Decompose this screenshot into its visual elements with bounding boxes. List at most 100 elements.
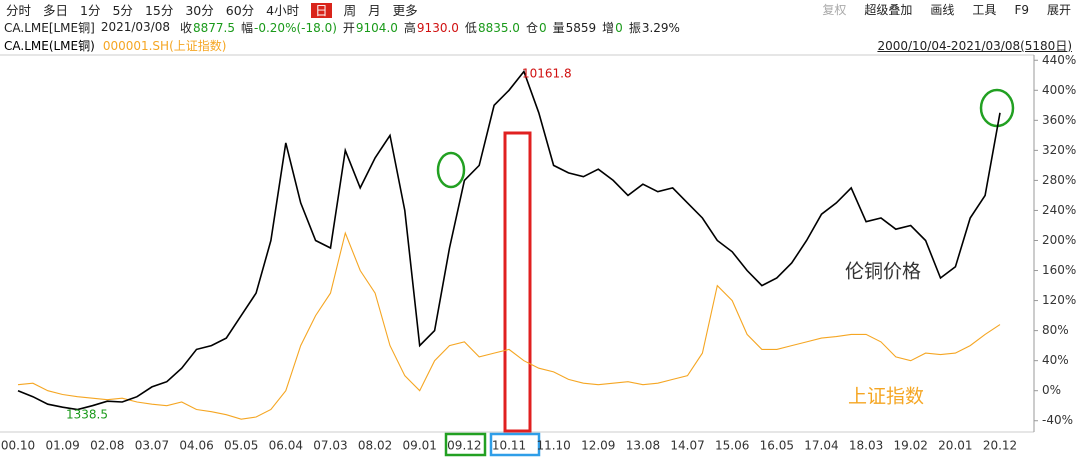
date-range: 2000/10/04-2021/03/08(5180日) [877, 38, 1072, 53]
highlight-circle [979, 88, 1015, 128]
quote-item: 振3.29% [629, 19, 680, 36]
quote-value: 8877.5 [193, 20, 235, 35]
x-tick-label: 19.02 [894, 439, 928, 453]
toolbar-item[interactable]: 15分 [144, 2, 174, 18]
x-tick-label: 02.08 [90, 439, 124, 453]
quote-label: 增 [602, 20, 615, 35]
x-tick-label: 01.09 [45, 439, 79, 453]
x-tick-label: 20.01 [938, 439, 972, 453]
annotation: 1338.5 [66, 408, 108, 422]
quote-value: -0.20%(-18.0) [254, 20, 337, 35]
quote-item: 量5859 [553, 19, 597, 36]
toolbar-item[interactable]: F9 [1014, 2, 1029, 17]
y-tick-label: 200% [1042, 233, 1076, 247]
annotation: 上证指数 [848, 386, 924, 408]
y-tick-label: -40% [1042, 413, 1073, 427]
quote-value: 8835.0 [477, 20, 520, 35]
toolbar-item[interactable]: 更多 [392, 2, 418, 18]
toolbar-item[interactable]: 60分 [225, 2, 255, 18]
quote-label: 振 [628, 20, 641, 35]
quote-value: 9130.0 [416, 20, 459, 35]
x-tick-label: 09.01 [403, 439, 437, 453]
y-tick-label: 280% [1042, 173, 1076, 187]
y-tick-label: 440% [1042, 53, 1076, 67]
quote-item: 收8877.5 [180, 19, 235, 36]
quote-row: CA.LME[LME铜] 2021/03/08 收8877.5 幅-0.20%(-… [0, 18, 1080, 36]
y-tick-label: 400% [1042, 83, 1076, 97]
toolbar-right: 复权 超级叠加 画线 工具 F9 展开 [813, 1, 1080, 18]
y-tick-label: 120% [1042, 293, 1076, 307]
x-tick-label: 15.06 [715, 439, 749, 453]
x-tick-label: 05.05 [224, 439, 258, 453]
symbol: CA.LME[LME铜] [4, 20, 95, 35]
date: 2021/03/08 [100, 20, 170, 34]
series-line [17, 231, 1001, 420]
x-tick-label: 09.12 [447, 439, 481, 453]
toolbar-left: 分时 多日 1分 5分 15分 30分 60分 4小时日周月更多 [0, 0, 424, 19]
toolbar-item[interactable]: 复权 [822, 2, 847, 17]
legend-entry: CA.LME(LME铜) [4, 38, 95, 53]
quote-item: 高9130.0 [404, 19, 459, 36]
toolbar-item[interactable]: 分时 [6, 2, 32, 18]
x-tick-label: 07.03 [313, 439, 347, 453]
x-tick-label: 20.12 [983, 439, 1017, 453]
quote-label: 低 [464, 20, 477, 35]
toolbar-item[interactable]: 超级叠加 [864, 2, 913, 17]
quote-value: 0 [615, 20, 623, 35]
y-tick-label: 0% [1042, 383, 1061, 397]
toolbar-item[interactable]: 5分 [112, 2, 133, 18]
quote-label: 量 [552, 20, 565, 35]
toolbar-item[interactable]: 日 [311, 2, 332, 18]
annotation: 10161.8 [522, 67, 572, 81]
highlight-circle [436, 151, 466, 189]
highlight-box [489, 432, 541, 457]
x-tick-label: 17.04 [804, 439, 838, 453]
y-tick-label: 320% [1042, 143, 1076, 157]
highlight-rect [503, 131, 532, 433]
series-line [17, 69, 1001, 411]
toolbar-item[interactable]: 多日 [43, 2, 69, 18]
x-tick-label: 18.03 [849, 439, 883, 453]
quote-value: 3.29% [641, 20, 680, 35]
quote-label: 收 [179, 20, 192, 35]
toolbar-item[interactable]: 展开 [1046, 2, 1071, 17]
y-tick-label: 360% [1042, 113, 1076, 127]
quote-item: 低8835.0 [465, 19, 520, 36]
quote-label: 仓 [525, 20, 538, 35]
toolbar-item[interactable]: 画线 [930, 2, 955, 17]
x-tick-label: 06.04 [269, 439, 303, 453]
y-tick-label: 240% [1042, 203, 1076, 217]
quote-item: 仓0 [526, 19, 547, 36]
x-tick-label: 12.09 [581, 439, 615, 453]
quote-label: 幅 [241, 20, 254, 35]
toolbar-item[interactable]: 30分 [185, 2, 214, 18]
x-tick-label: 11.10 [536, 439, 570, 453]
x-tick-label: 04.06 [179, 439, 213, 453]
toolbar-item[interactable]: 工具 [972, 2, 997, 17]
toolbar-item[interactable]: 4小时 [266, 2, 300, 18]
quote-label: 高 [403, 20, 416, 35]
highlight-box [444, 432, 487, 457]
quote-value: 0 [538, 20, 547, 35]
toolbar: 分时 多日 1分 5分 15分 30分 60分 4小时日周月更多 复权 超级叠加 画线 工具 F9 展开 [0, 0, 1080, 18]
x-tick-label: 03.07 [135, 439, 169, 453]
x-tick-label: 08.02 [358, 439, 392, 453]
quote-value: 9104.0 [355, 20, 398, 35]
quote-item: 幅-0.20%(-18.0) [241, 19, 337, 36]
quote-item: 增0 [602, 19, 623, 36]
x-tick-label: 10.11 [492, 439, 526, 453]
legend-entry: 000001.SH(上证指数) [102, 38, 227, 53]
annotation: 伦铜价格 [845, 261, 921, 283]
toolbar-item[interactable]: 月 [368, 2, 381, 18]
y-tick-label: 80% [1042, 323, 1069, 337]
x-tick-label: 16.05 [760, 439, 794, 453]
y-tick-label: 160% [1042, 263, 1076, 277]
y-tick-label: 40% [1042, 353, 1069, 367]
toolbar-item[interactable]: 1分 [80, 2, 101, 18]
quote-item: 开9104.0 [343, 19, 398, 36]
toolbar-item[interactable]: 周 [343, 2, 357, 18]
quote-value: 5859 [565, 20, 597, 35]
legend-row: CA.LME(LME铜) 000001.SH(上证指数) 2000/10/04-20… [0, 36, 1080, 54]
